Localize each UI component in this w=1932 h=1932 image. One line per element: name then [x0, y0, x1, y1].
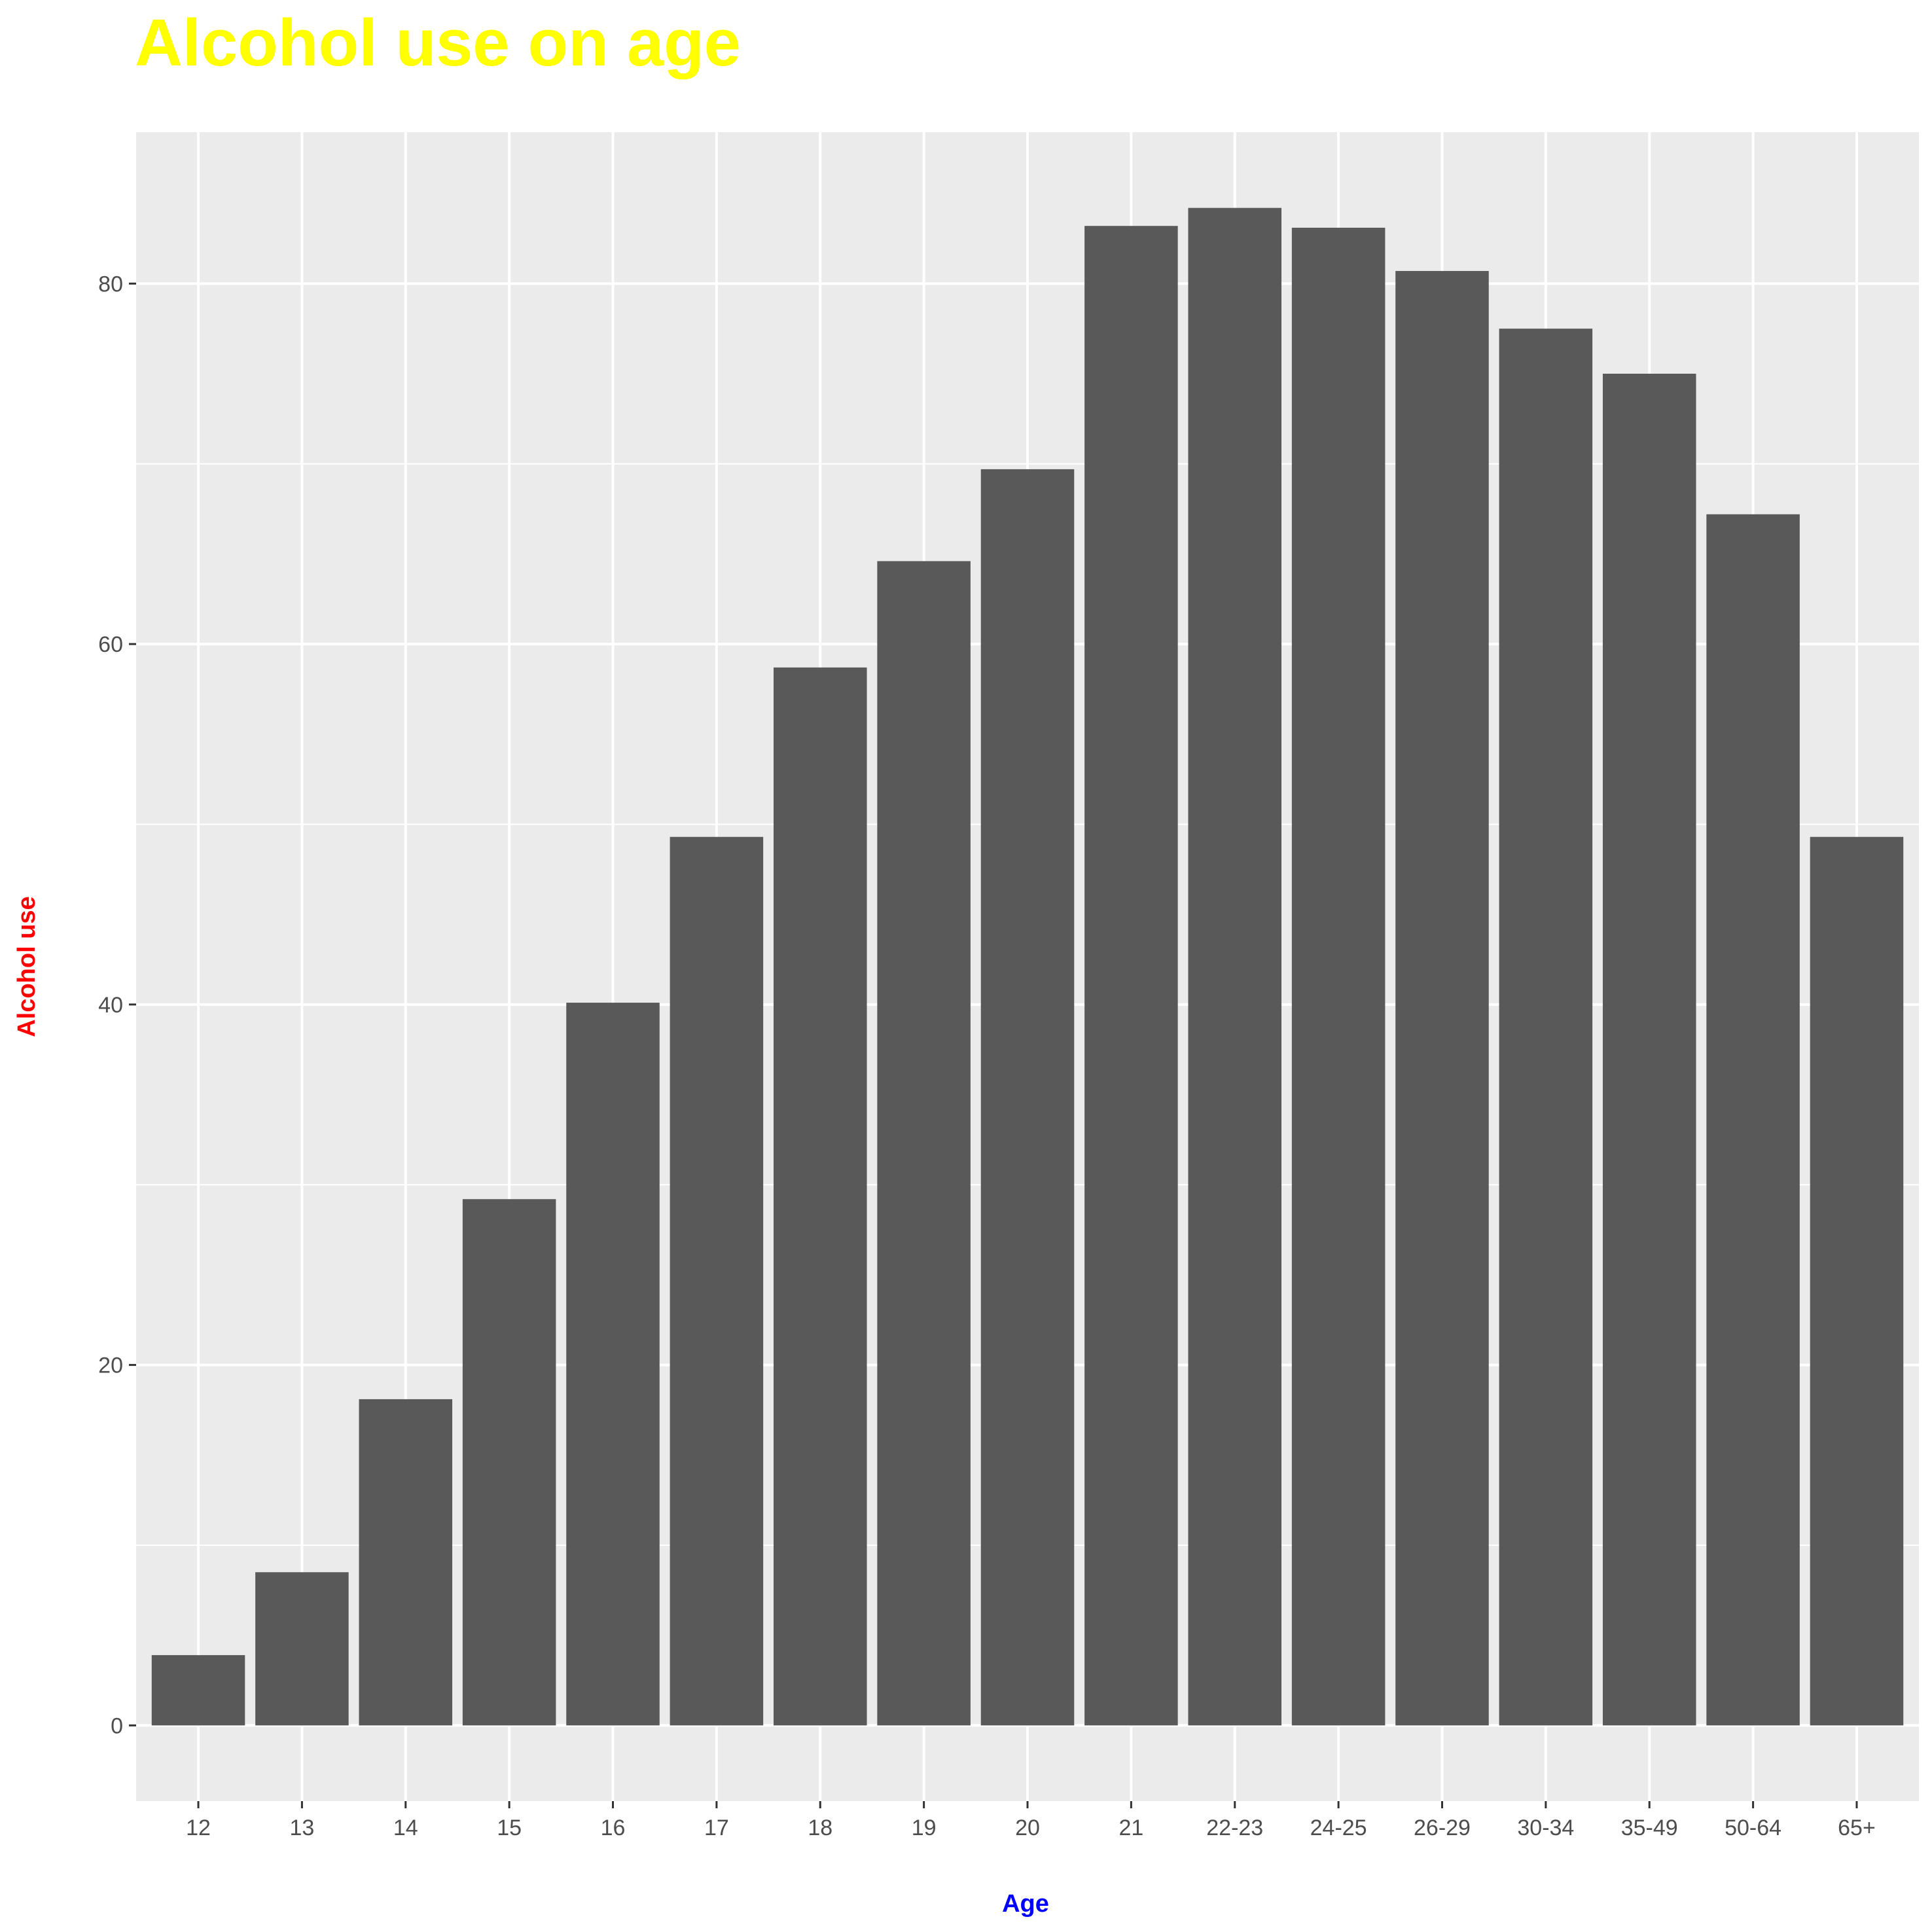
bar-22-23: [1188, 207, 1282, 1726]
x-tick-label: 14: [393, 1816, 418, 1840]
bar-19: [877, 561, 971, 1726]
x-tick-label: 50-64: [1725, 1816, 1781, 1840]
x-tick-label: 26-29: [1414, 1816, 1471, 1840]
y-tick-label: 0: [111, 1713, 123, 1738]
y-tick-label: 60: [98, 632, 123, 657]
bar-24-25: [1291, 227, 1386, 1726]
x-tick-label: 12: [186, 1816, 211, 1840]
bar-18: [773, 667, 867, 1726]
chart-title: Alcohol use on age: [135, 7, 741, 80]
x-tick-label: 65+: [1838, 1816, 1876, 1840]
x-tick-label: 13: [289, 1816, 314, 1840]
y-tick-label: 80: [98, 272, 123, 296]
bars: [151, 207, 1904, 1726]
x-tick-label: 17: [704, 1816, 729, 1840]
x-tick-label: 21: [1118, 1816, 1143, 1840]
y-axis: 0 20 40 60 80: [98, 272, 136, 1738]
bar-15: [462, 1199, 556, 1726]
x-tick-label: 22-23: [1206, 1816, 1263, 1840]
x-tick-label: 18: [808, 1816, 832, 1840]
x-axis: 12 13 14 15 16 17 18 19 20 21 22-23 24-25 26-29 30-34…: [186, 1801, 1876, 1840]
x-tick-label: 20: [1015, 1816, 1040, 1840]
bar-30-34: [1499, 329, 1593, 1726]
y-tick-label: 40: [98, 993, 123, 1018]
bar-20: [980, 469, 1075, 1726]
x-tick-label: 16: [601, 1816, 626, 1840]
x-tick-label: 30-34: [1517, 1816, 1574, 1840]
bar-12: [151, 1655, 245, 1726]
bar-16: [566, 1003, 660, 1726]
bar-26-29: [1395, 271, 1489, 1726]
bar-50-64: [1706, 514, 1800, 1726]
bar-21: [1084, 226, 1178, 1726]
y-tick-label: 20: [98, 1353, 123, 1378]
x-tick-label: 15: [497, 1816, 522, 1840]
bar-13: [255, 1572, 349, 1726]
bar-35-49: [1602, 374, 1696, 1726]
y-axis-title: Alcohol use: [13, 896, 41, 1037]
bar-17: [670, 836, 764, 1726]
bar-14: [359, 1399, 453, 1726]
x-axis-title: Age: [1002, 1890, 1049, 1918]
bar-65+: [1810, 836, 1904, 1726]
x-tick-label: 35-49: [1621, 1816, 1678, 1840]
x-tick-label: 24-25: [1310, 1816, 1367, 1840]
x-tick-label: 19: [912, 1816, 937, 1840]
